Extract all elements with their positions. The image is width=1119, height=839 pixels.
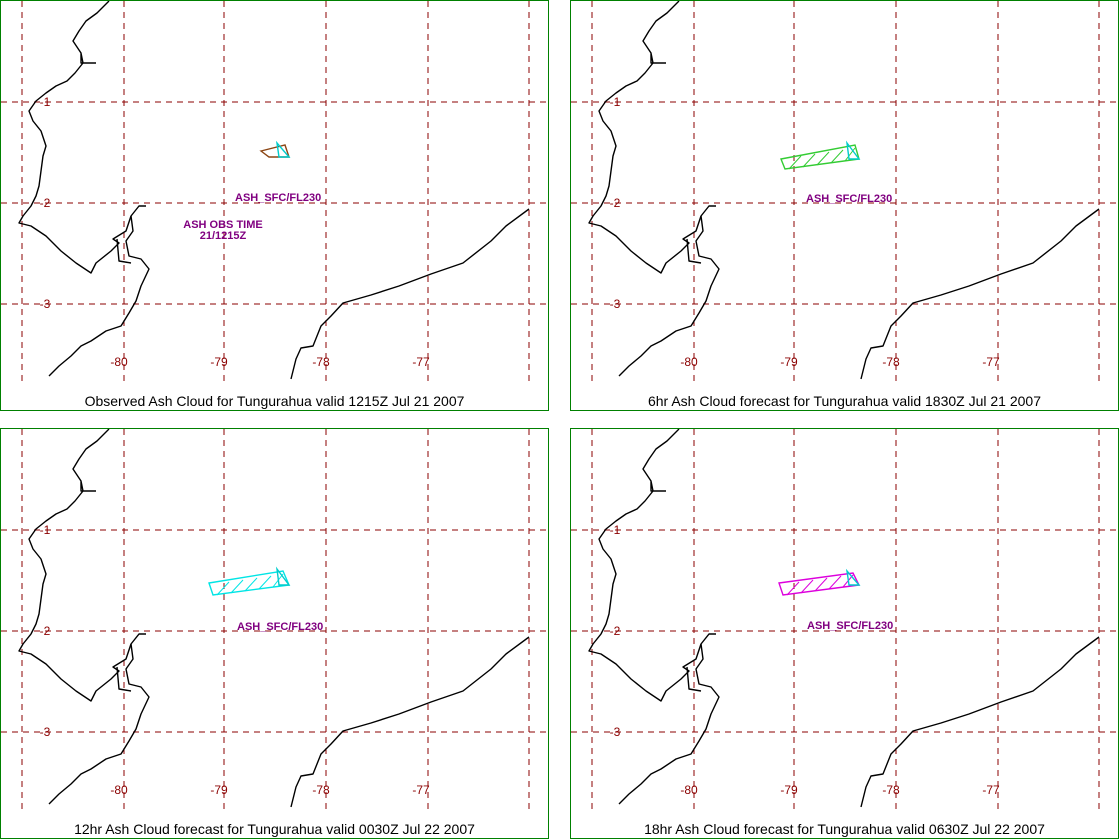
cloud-level-label: ASH_SFC/FL230 xyxy=(806,193,892,205)
map-canvas: -80 -79 -78 -77 -1 -2 -3 ASH_SFC/FL230 xyxy=(1,429,548,814)
lat-tick-label: -3 xyxy=(40,725,51,739)
lat-tick-label: -3 xyxy=(610,725,621,739)
lon-tick-label: -80 xyxy=(680,783,698,797)
lon-tick-label: -78 xyxy=(312,355,330,369)
ash-cloud xyxy=(208,566,291,596)
lon-tick-label: -78 xyxy=(312,783,330,797)
lon-tick-label: -78 xyxy=(882,783,900,797)
panel-title: 6hr Ash Cloud forecast for Tungurahua va… xyxy=(647,393,1042,409)
lon-tick-label: -77 xyxy=(412,783,430,797)
map-canvas: -80 -79 -78 -77 -1 -2 -3 ASH_SFC/FL230 xyxy=(571,1,1118,386)
lat-tick-label: -1 xyxy=(40,523,51,537)
ash-cloud xyxy=(780,140,861,170)
map-panel-6hr: -80 -79 -78 -77 -1 -2 -3 ASH_SFC/FL230 6… xyxy=(570,0,1119,411)
lon-tick-label: -79 xyxy=(780,355,798,369)
lat-tick-label: -1 xyxy=(610,523,621,537)
coastline xyxy=(18,1,530,380)
lon-tick-label: -79 xyxy=(210,783,228,797)
map-panel-12hr: -80 -79 -78 -77 -1 -2 -3 ASH_SFC/FL230 1… xyxy=(0,428,549,839)
lon-tick-label: -77 xyxy=(412,355,430,369)
lon-tick-label: -78 xyxy=(882,355,900,369)
ash-cloud xyxy=(259,140,291,158)
lon-tick-label: -77 xyxy=(982,355,1000,369)
ash-cloud xyxy=(778,568,861,596)
lon-tick-label: -79 xyxy=(780,783,798,797)
lat-tick-label: -1 xyxy=(610,95,621,109)
obs-time-value: 21/1215Z xyxy=(200,230,247,242)
lat-tick-label: -2 xyxy=(610,196,621,210)
panel-title: 12hr Ash Cloud forecast for Tungurahua v… xyxy=(74,821,475,837)
map-canvas: -80 -79 -78 -77 -1 -2 -3 ASH_SFC/FL230 xyxy=(571,429,1118,814)
lat-tick-label: -2 xyxy=(40,624,51,638)
lon-tick-label: -77 xyxy=(982,783,1000,797)
cloud-level-label: ASH_SFC/FL230 xyxy=(237,621,323,633)
lat-tick-label: -3 xyxy=(610,297,621,311)
lon-tick-label: -80 xyxy=(110,355,128,369)
coastline xyxy=(18,429,530,808)
map-panel-18hr: -80 -79 -78 -77 -1 -2 -3 ASH_SFC/FL230 1… xyxy=(570,428,1119,839)
lat-tick-label: -2 xyxy=(40,196,51,210)
lon-tick-label: -80 xyxy=(680,355,698,369)
cloud-level-label: ASH_SFC/FL230 xyxy=(807,620,893,632)
map-canvas: -80 -79 -78 -77 -1 -2 -3 ASH_SFC/FL230 A… xyxy=(1,1,548,386)
coastline xyxy=(588,1,1100,380)
map-panel-observed: -80 -79 -78 -77 -1 -2 -3 ASH_SFC/FL230 A… xyxy=(0,0,549,411)
graticule xyxy=(1,429,548,814)
lat-tick-label: -2 xyxy=(610,624,621,638)
lon-tick-label: -79 xyxy=(210,355,228,369)
lon-tick-label: -80 xyxy=(110,783,128,797)
panel-title: 18hr Ash Cloud forecast for Tungurahua v… xyxy=(644,821,1045,837)
lat-tick-label: -3 xyxy=(40,297,51,311)
obs-time-label: ASH OBS TIME xyxy=(183,219,262,231)
lat-tick-label: -1 xyxy=(40,95,51,109)
cloud-level-label: ASH_SFC/FL230 xyxy=(235,192,321,204)
coastline xyxy=(588,429,1100,808)
panel-title: Observed Ash Cloud for Tungurahua valid … xyxy=(84,393,465,409)
